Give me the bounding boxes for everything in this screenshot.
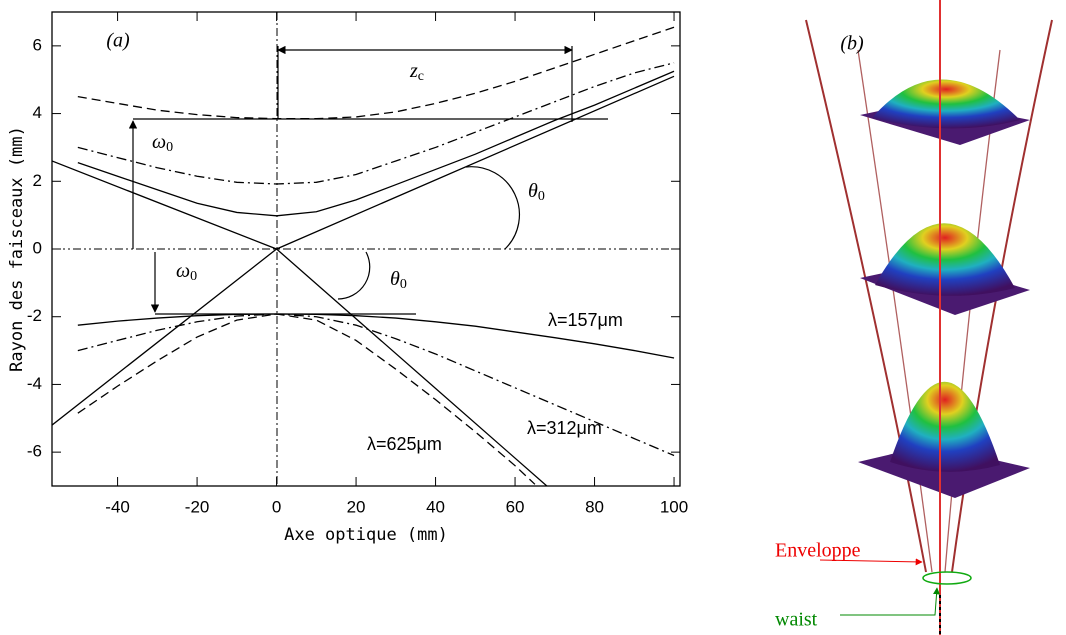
annotation-sub: c [418,69,424,84]
waist-arrow [840,587,941,616]
wavelength-label: λ=625μm [367,434,442,454]
plot-frame [51,11,681,487]
annotation-sub: 0 [400,277,407,292]
panel-label: (b) [840,33,864,55]
y-tick-label: 2 [33,171,42,190]
annotation-sub: 0 [538,189,545,204]
annotation-sub: 0 [190,269,197,284]
annotation: θ0 [528,180,545,205]
envelope-inner-left [857,49,933,573]
y-tick-label: 0 [33,238,42,257]
annotation-lines [128,45,608,315]
beam-curve [52,248,548,486]
annotation-base: ω [176,260,190,282]
panel-b: (b) Enveloppe waist [775,0,1066,635]
beam-profile [858,381,1030,498]
beam-profile [860,79,1030,145]
beam-curve [52,75,675,250]
x-tick-label: 20 [347,497,366,516]
x-tick-label: 60 [506,497,525,516]
beam-curve [77,62,675,185]
x-tick-label: -20 [185,497,210,516]
wavelength-label: λ=157μm [548,310,623,330]
waist-ellipse [922,571,972,585]
annotation-base: ω [152,131,166,153]
x-tick-label: 0 [272,497,281,516]
y-tick-label: 6 [33,35,42,54]
waist-label: waist [775,609,818,631]
y-tick-label: 4 [33,103,42,122]
x-tick-label: 40 [426,497,445,516]
envelope-left [805,19,927,573]
beam-curve [77,313,675,359]
x-tick-label: 80 [585,497,604,516]
y-tick-label: -6 [27,442,42,461]
annotation-sub: 0 [166,140,173,155]
y-axis-label: Rayon des faisceaux (mm) [7,126,27,372]
panel-label: (a) [106,30,130,52]
wavelength-label: λ=312μm [527,418,602,438]
x-tick-label: 100 [660,497,688,516]
annotation: θ0 [390,268,407,293]
envelope-label: Enveloppe [775,540,861,562]
beam-curve [77,313,675,457]
annotation-base: θ [390,268,400,290]
curves [52,26,675,486]
annotation-base: z [409,60,418,82]
beam-curve [77,26,675,120]
beam-curve [77,70,675,217]
envelope-right [951,19,1053,573]
x-tick-label: -40 [105,497,130,516]
beam-profile [860,223,1030,315]
annotation-base: θ [528,180,538,202]
y-tick-label: -4 [27,374,42,393]
y-tick-label: -2 [27,306,42,325]
beam-curve [77,313,536,485]
envelope-arrow [819,558,923,566]
annotation: zc [409,60,424,85]
x-axis-label: Axe optique (mm) [284,525,448,545]
annotation: ω0 [152,131,173,156]
annotation: ω0 [176,260,197,285]
